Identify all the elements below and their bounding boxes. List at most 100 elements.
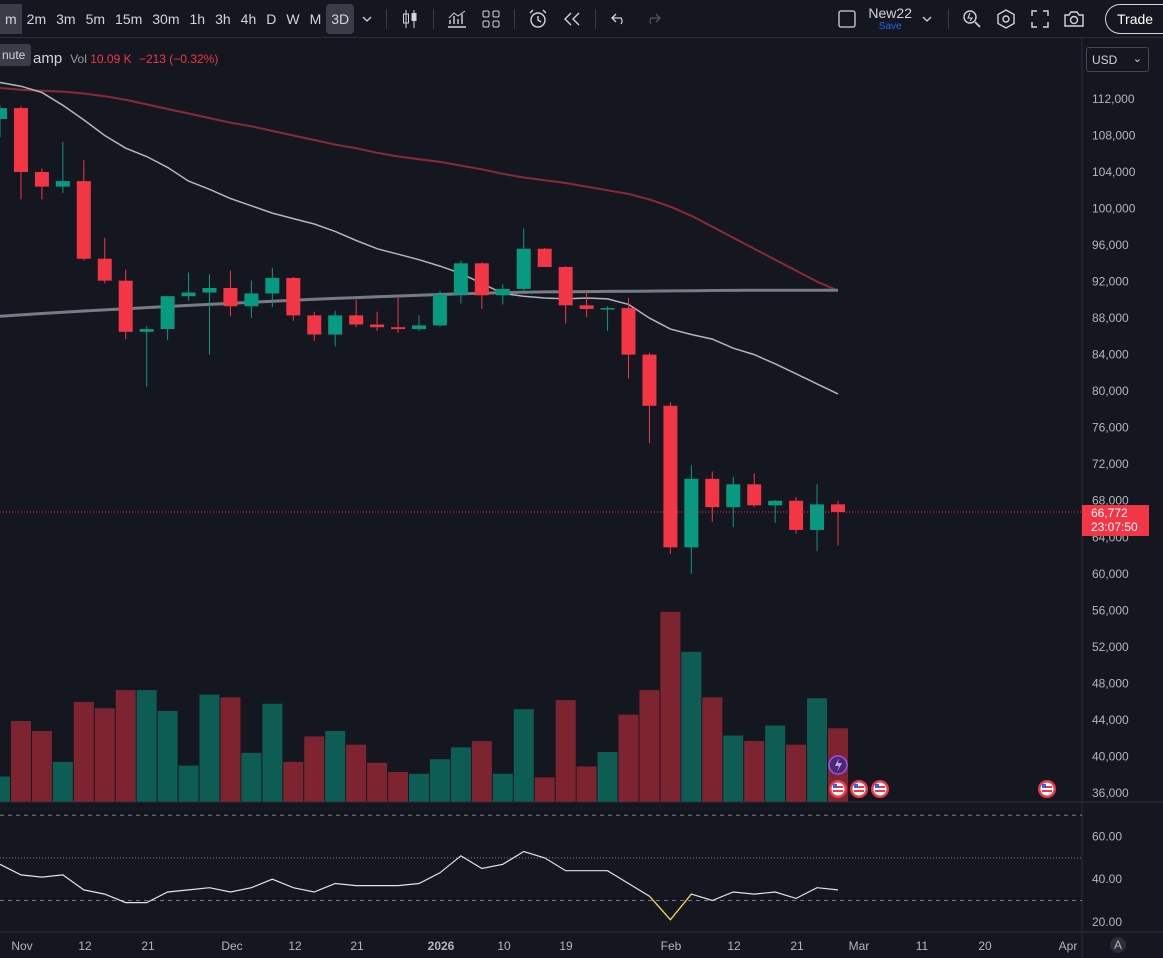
time-axis-label: 21 xyxy=(790,939,804,953)
candles-icon[interactable] xyxy=(393,4,427,34)
candle-body[interactable] xyxy=(537,248,552,267)
candle-body[interactable] xyxy=(579,305,594,309)
volume-bar xyxy=(325,731,346,802)
oscillator-oversold-highlight xyxy=(649,893,692,921)
candle-body[interactable] xyxy=(244,293,259,307)
candle-body[interactable] xyxy=(265,277,280,294)
symbol-name[interactable]: amp xyxy=(33,50,63,67)
candle-body[interactable] xyxy=(663,405,678,548)
trade-button[interactable]: Trade xyxy=(1105,4,1163,34)
volume-bar xyxy=(241,752,262,802)
candle-body[interactable] xyxy=(495,288,510,296)
oscillator-line xyxy=(0,850,839,921)
timeframe-d[interactable]: D xyxy=(266,10,277,27)
redo-icon[interactable] xyxy=(636,4,670,34)
camera-icon[interactable] xyxy=(1057,4,1091,34)
alert-clock-icon[interactable] xyxy=(521,4,555,34)
volume-bar xyxy=(10,721,31,802)
candle-body[interactable] xyxy=(412,325,426,330)
currency-select[interactable]: USD ⌄ xyxy=(1086,47,1149,72)
layout-grid-icon[interactable] xyxy=(474,4,508,34)
candle-body[interactable] xyxy=(307,315,322,335)
candle-body[interactable] xyxy=(684,478,699,548)
us-flag-stripe xyxy=(1042,786,1052,788)
timeframe-3h[interactable]: 3h xyxy=(215,10,231,27)
candle-body[interactable] xyxy=(453,263,468,295)
layout-name[interactable]: New22 Save xyxy=(868,5,912,32)
candle-body[interactable] xyxy=(600,308,615,310)
candle-body[interactable] xyxy=(328,315,343,335)
candle-body[interactable] xyxy=(810,504,825,530)
toolbar-divider xyxy=(433,8,435,29)
fullscreen-icon[interactable] xyxy=(1023,4,1057,34)
candle-body[interactable] xyxy=(160,296,175,330)
candle-body[interactable] xyxy=(642,354,657,406)
toolbar-divider xyxy=(386,8,388,29)
chevron-down-icon[interactable] xyxy=(354,4,380,34)
candle-body[interactable] xyxy=(705,478,720,508)
timeframe-m[interactable]: M xyxy=(309,10,322,27)
volume-bar xyxy=(639,690,660,802)
candle-body[interactable] xyxy=(34,171,49,187)
candle-body[interactable] xyxy=(118,280,133,332)
timeframe-3m[interactable]: 3m xyxy=(56,10,76,27)
candle-body[interactable] xyxy=(370,324,385,328)
indicators-icon[interactable] xyxy=(440,4,474,34)
price-axis-label: 36,000 xyxy=(1092,786,1129,800)
candle-body[interactable] xyxy=(391,327,406,330)
toolbar-divider xyxy=(948,8,949,29)
candle-body[interactable] xyxy=(621,308,636,355)
settings-icon[interactable] xyxy=(989,4,1023,34)
oscillator-axis-label: 20.00 xyxy=(1092,915,1122,929)
quick-search-icon[interactable] xyxy=(955,4,989,34)
candle-body[interactable] xyxy=(181,292,196,297)
us-flag-canton xyxy=(854,784,858,788)
candle-body[interactable] xyxy=(223,287,238,307)
price-chart[interactable]: 112,000 108,000 104,000 100,000 96,000 92,000… xyxy=(0,38,1163,958)
timeframe-4h[interactable]: 4h xyxy=(240,10,257,27)
candle-body[interactable] xyxy=(474,263,489,296)
timeframe-1h[interactable]: 1h xyxy=(189,10,206,27)
candle-body[interactable] xyxy=(55,181,70,187)
volume-bar xyxy=(660,611,681,802)
volume-bar xyxy=(0,776,10,802)
candle-body[interactable] xyxy=(76,181,91,259)
candle-body[interactable] xyxy=(831,504,845,512)
moving-average-short xyxy=(0,81,839,395)
volume-bar xyxy=(576,766,597,802)
chevron-down-icon[interactable] xyxy=(912,4,942,34)
timeframe-3d[interactable]: 3D xyxy=(326,3,355,34)
candle-body[interactable] xyxy=(139,329,154,332)
timeframe-2m[interactable]: 2m xyxy=(26,10,47,27)
us-flag-stripe xyxy=(833,786,843,788)
candle-body[interactable] xyxy=(13,108,28,172)
replay-icon[interactable] xyxy=(555,4,589,34)
last-price-value: 66,772 xyxy=(1091,506,1128,520)
time-axis-label: 21 xyxy=(350,939,364,953)
candle-body[interactable] xyxy=(726,484,741,508)
chart-layout-square-icon[interactable] xyxy=(830,4,864,34)
auto-scale-button[interactable] xyxy=(1110,937,1126,953)
time-axis-label: 11 xyxy=(916,939,929,953)
timeframe-w[interactable]: W xyxy=(286,10,300,27)
candle-body[interactable] xyxy=(202,287,217,293)
time-axis-label: 2026 xyxy=(428,939,455,953)
candle-body[interactable] xyxy=(516,248,531,289)
time-axis-label: Feb xyxy=(661,939,682,953)
candle-body[interactable] xyxy=(789,500,804,530)
candle-body[interactable] xyxy=(747,484,762,506)
timeframe-group: m 2m 3m 5m 15m 30m 1h 3h 4h D W M 3D xyxy=(0,3,355,34)
candle-body[interactable] xyxy=(432,294,447,326)
candle-body[interactable] xyxy=(768,500,783,506)
timeframe-30m[interactable]: 30m xyxy=(152,10,180,27)
candle-body[interactable] xyxy=(97,258,112,281)
candle-body[interactable] xyxy=(286,277,301,316)
candle-body[interactable] xyxy=(349,315,364,325)
undo-icon[interactable] xyxy=(602,4,636,34)
timeframe-m[interactable]: m xyxy=(0,3,22,34)
candle-body[interactable] xyxy=(0,108,7,120)
candle-body[interactable] xyxy=(558,266,573,306)
timeframe-15m[interactable]: 15m xyxy=(115,10,143,27)
timeframe-5m[interactable]: 5m xyxy=(85,10,106,27)
us-flag-stripe xyxy=(875,790,885,792)
